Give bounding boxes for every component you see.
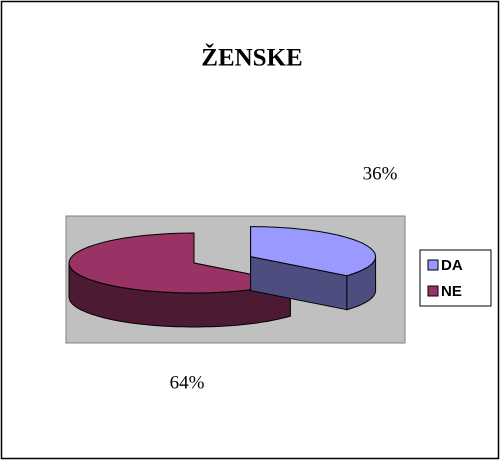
value-label: 64% <box>170 372 205 393</box>
slice <box>68 232 291 294</box>
legend-swatch <box>427 259 439 271</box>
legend-box <box>419 249 492 307</box>
chart-title: ŽENSKE <box>201 44 302 72</box>
legend-label: DA <box>441 257 463 274</box>
legend-swatch <box>427 285 439 297</box>
slice <box>250 226 376 277</box>
pie <box>68 226 377 328</box>
legend-label: NE <box>441 283 462 300</box>
value-label: 36% <box>363 163 398 184</box>
